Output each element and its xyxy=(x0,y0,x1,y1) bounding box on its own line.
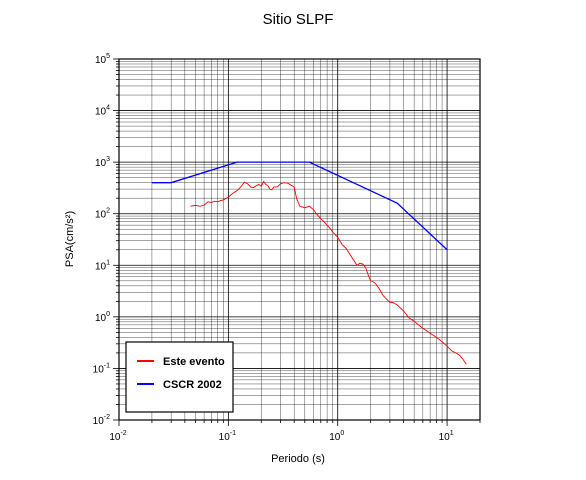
y-tick-label: 105 xyxy=(95,53,110,66)
y-tick-label: 103 xyxy=(95,156,110,169)
y-axis-label: PSA(cm/s²) xyxy=(64,211,76,267)
legend-label-este-evento: Este evento xyxy=(163,356,225,368)
series-layer xyxy=(151,161,467,365)
x-axis-label: Periodo (s) xyxy=(271,453,325,465)
tick-layer: 10-2 10-1 100 101 10-2 10-1 100 101 102 103 104 105 xyxy=(93,53,481,443)
y-tick-label: 10-2 xyxy=(93,414,110,427)
x-tick-label: 10-1 xyxy=(219,430,236,443)
legend-label-cscr-2002: CSCR 2002 xyxy=(163,379,222,391)
series-line-cscr-2002 xyxy=(151,161,448,251)
legend-box xyxy=(125,341,234,413)
y-tick-label: 100 xyxy=(95,311,110,324)
series-line-este-evento xyxy=(190,180,467,365)
y-tick-label: 10-1 xyxy=(93,362,110,375)
y-tick-label: 102 xyxy=(95,208,110,221)
y-tick-label: 101 xyxy=(95,259,110,272)
legend: Este evento CSCR 2002 xyxy=(125,341,234,413)
plot-frame xyxy=(118,58,481,421)
x-tick-label: 10-2 xyxy=(109,430,126,443)
chart-title: Sitio SLPF xyxy=(263,11,334,28)
x-tick-label: 100 xyxy=(329,430,344,443)
y-tick-label: 104 xyxy=(95,105,110,118)
x-tick-label: 101 xyxy=(439,430,454,443)
